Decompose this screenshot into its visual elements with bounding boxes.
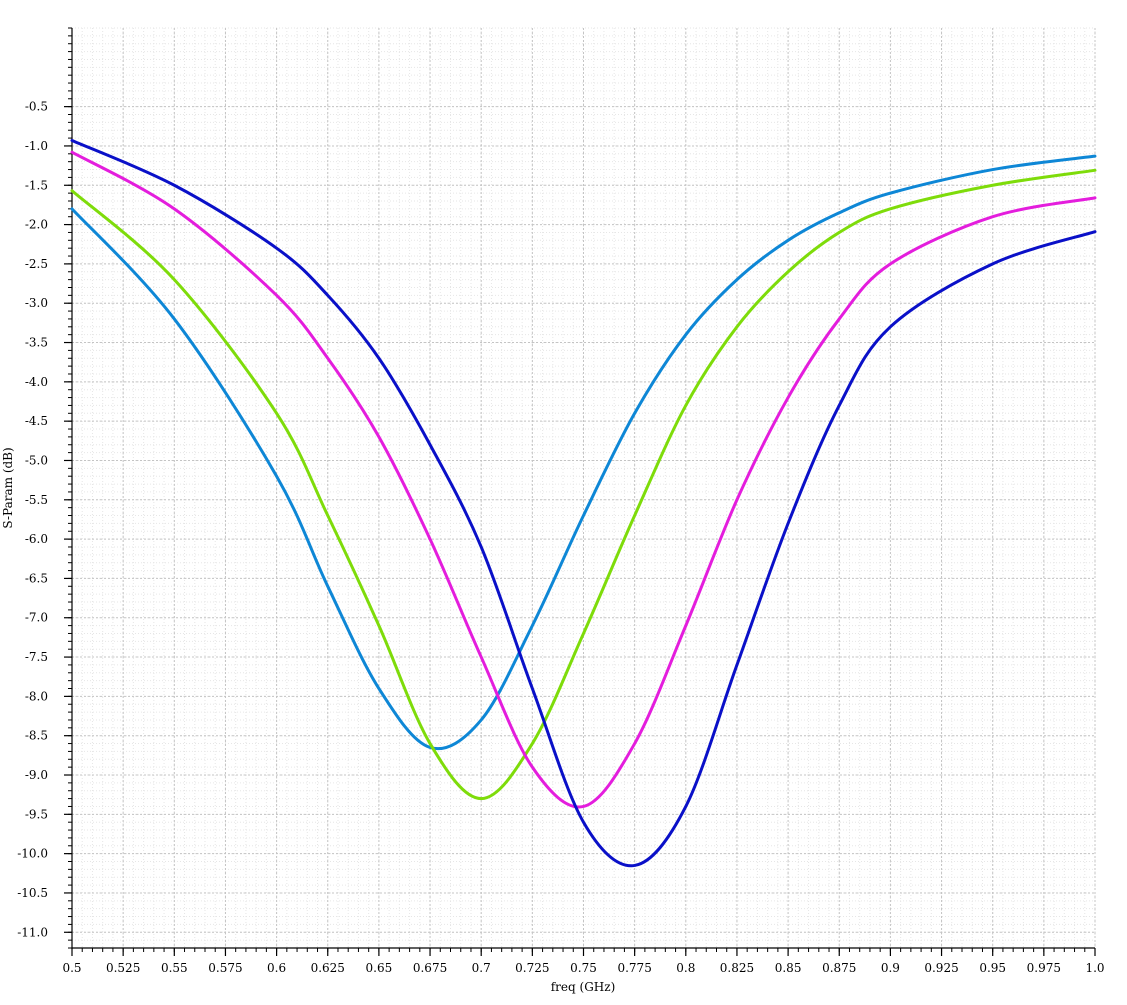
- axes: 0.5 0.525 0.55 0.575 0.6 0.625 0.65 0.675 0.7 0.7…: [17, 27, 1105, 975]
- x-tick-label: 0.9: [881, 961, 900, 975]
- x-tick-label: 0.675: [413, 961, 447, 975]
- x-tick-label: 0.65: [366, 961, 393, 975]
- y-tick-label: -4.0: [25, 375, 48, 389]
- series-line-1: [70, 154, 1097, 751]
- x-tick-label: 0.7: [472, 961, 491, 975]
- x-tick-label: 0.825: [720, 961, 754, 975]
- y-tick-label: -3.5: [25, 336, 48, 350]
- x-tick-label: 0.6: [267, 961, 286, 975]
- y-axis-label: S-Param (dB): [1, 447, 15, 528]
- x-tick-label: 0.95: [979, 961, 1006, 975]
- y-tick-label: -1.5: [25, 178, 48, 192]
- x-tick-label: 0.925: [924, 961, 958, 975]
- y-tick-label: -2.0: [25, 218, 48, 232]
- x-tick-label: 0.525: [106, 961, 140, 975]
- y-tick-label: -1.0: [25, 139, 48, 153]
- y-tick-label: -5.0: [25, 453, 48, 467]
- y-tick-label: -7.5: [25, 650, 48, 664]
- x-tick-label: 1.0: [1085, 961, 1104, 975]
- y-tick-label: -3.0: [25, 296, 48, 310]
- x-tick-label: 0.8: [676, 961, 695, 975]
- x-axis-label: freq (GHz): [551, 980, 616, 994]
- y-tick-label: -8.0: [25, 689, 48, 703]
- y-tick-label: -8.5: [25, 729, 48, 743]
- x-tick-label: 0.75: [570, 961, 597, 975]
- x-tick-label: 0.85: [775, 961, 802, 975]
- series-layer: [70, 138, 1097, 868]
- y-tick-label: -2.5: [25, 257, 48, 271]
- y-tick-label: -9.0: [25, 768, 48, 782]
- y-tick-label: -4.5: [25, 414, 48, 428]
- y-tick-label: -9.5: [25, 807, 48, 821]
- y-tick-label: -11.0: [17, 925, 48, 939]
- y-tick-label: -10.0: [17, 847, 48, 861]
- y-tick-label: -7.0: [25, 611, 48, 625]
- y-tick-label: -5.5: [25, 493, 48, 507]
- series-line-3: [70, 150, 1097, 809]
- y-tick-label: -0.5: [25, 100, 48, 114]
- x-tick-label: 0.975: [1027, 961, 1061, 975]
- x-tick-label: 0.875: [822, 961, 856, 975]
- x-tick-label: 0.625: [311, 961, 345, 975]
- series-line-4: [70, 138, 1097, 868]
- y-tick-label: -6.0: [25, 532, 48, 546]
- x-tick-label: 0.575: [208, 961, 242, 975]
- y-tick-label: -6.5: [25, 571, 48, 585]
- y-tick-label: -10.5: [17, 886, 48, 900]
- x-tick-label: 0.725: [515, 961, 549, 975]
- labels: freq (GHz) S-Param (dB): [1, 447, 615, 994]
- x-tick-label: 0.55: [161, 961, 188, 975]
- x-tick-label: 0.775: [617, 961, 651, 975]
- x-tick-label: 0.5: [62, 961, 81, 975]
- grid: [71, 27, 1096, 949]
- series-line-2: [70, 168, 1097, 801]
